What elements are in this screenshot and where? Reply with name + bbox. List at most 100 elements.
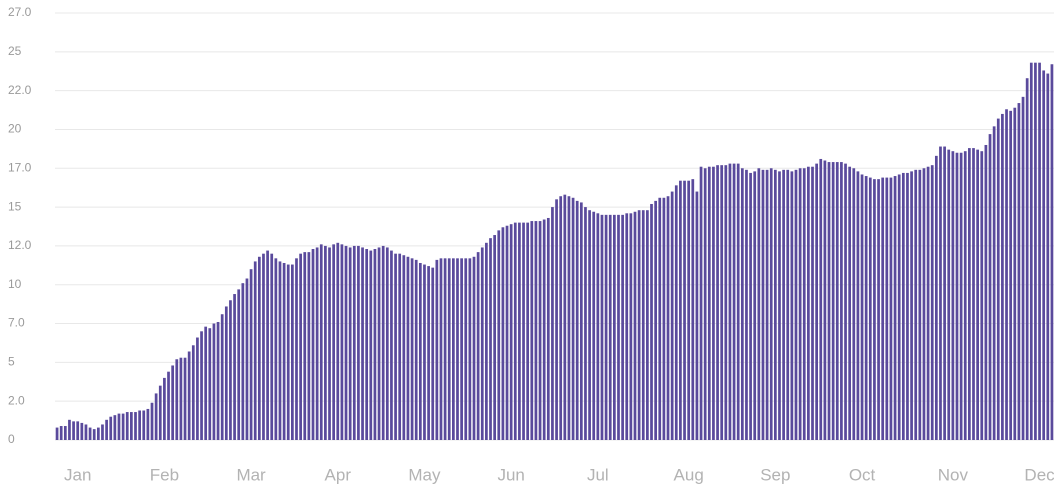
bar	[361, 247, 364, 440]
bar	[439, 258, 443, 440]
bar	[918, 169, 922, 441]
bar	[72, 421, 75, 440]
bar	[579, 202, 583, 440]
y-tick-label: 15	[8, 199, 22, 213]
bar	[551, 207, 554, 440]
bar	[992, 126, 996, 440]
bar	[299, 253, 302, 440]
bar	[707, 166, 711, 440]
bar	[546, 217, 550, 440]
bar	[154, 393, 158, 440]
bar	[55, 427, 59, 440]
bar	[893, 176, 897, 440]
bar	[959, 152, 963, 440]
bar	[1017, 103, 1021, 441]
bar	[1021, 96, 1025, 440]
bar	[418, 262, 422, 440]
bar	[1038, 62, 1041, 441]
bar	[526, 222, 530, 440]
bar	[889, 177, 893, 440]
bar	[951, 151, 955, 440]
bar	[534, 221, 538, 440]
bar	[934, 155, 938, 441]
bar	[328, 247, 331, 440]
bar	[811, 166, 814, 440]
bar	[485, 242, 488, 440]
bar	[662, 197, 666, 440]
bar	[856, 171, 860, 441]
x-tick-label: Sep	[760, 465, 790, 484]
bar	[286, 264, 290, 440]
bar	[790, 171, 794, 441]
bar	[423, 264, 426, 440]
bar	[988, 134, 992, 440]
bar	[476, 252, 480, 440]
bar	[629, 213, 633, 440]
bar	[571, 197, 575, 440]
bar	[769, 168, 773, 441]
bar	[716, 165, 719, 440]
bar	[394, 253, 397, 440]
bar	[398, 253, 402, 440]
bar	[336, 242, 340, 440]
bar	[807, 166, 810, 440]
bar	[1034, 62, 1037, 441]
bar	[757, 168, 761, 441]
bar	[980, 151, 984, 440]
bar	[88, 427, 92, 440]
bar	[1013, 107, 1017, 440]
bar	[972, 148, 975, 440]
bar	[596, 213, 600, 440]
bar	[782, 169, 785, 441]
bar	[860, 174, 864, 440]
bar	[369, 250, 373, 440]
bar	[179, 357, 183, 440]
bar	[402, 255, 406, 440]
bar	[63, 426, 67, 440]
bar	[844, 163, 847, 440]
bar	[637, 210, 641, 440]
x-tick-label: Mar	[236, 465, 266, 484]
bar	[943, 146, 946, 440]
x-tick-label: Feb	[150, 465, 179, 484]
bar	[460, 258, 463, 440]
bar	[212, 323, 216, 440]
bar	[873, 179, 876, 440]
bar	[922, 168, 926, 441]
bar	[765, 169, 769, 441]
bar	[146, 408, 150, 440]
bar	[266, 250, 269, 440]
bar	[142, 410, 146, 440]
bar	[736, 163, 740, 440]
bar	[216, 321, 220, 440]
bar	[567, 196, 571, 440]
bar	[749, 172, 752, 440]
bar	[167, 371, 170, 440]
bar	[868, 177, 872, 440]
bar	[996, 118, 1000, 441]
bar	[815, 163, 818, 440]
bar	[435, 259, 439, 440]
bar	[906, 172, 909, 440]
bar	[530, 221, 534, 440]
bar	[253, 261, 257, 440]
bar	[802, 168, 806, 441]
bar	[204, 326, 208, 440]
bar	[641, 210, 645, 440]
bar	[703, 168, 707, 441]
bar	[282, 262, 286, 440]
bar	[1001, 113, 1004, 440]
bar	[307, 252, 311, 440]
bar	[315, 247, 319, 440]
bar	[357, 245, 360, 440]
bar	[295, 258, 298, 440]
bar	[427, 266, 430, 440]
bar	[559, 196, 563, 440]
bar	[984, 144, 988, 440]
bar	[939, 146, 942, 440]
bar	[914, 169, 918, 441]
bar	[324, 245, 327, 440]
bar	[158, 385, 162, 440]
bar	[489, 238, 492, 440]
bar	[538, 221, 542, 440]
